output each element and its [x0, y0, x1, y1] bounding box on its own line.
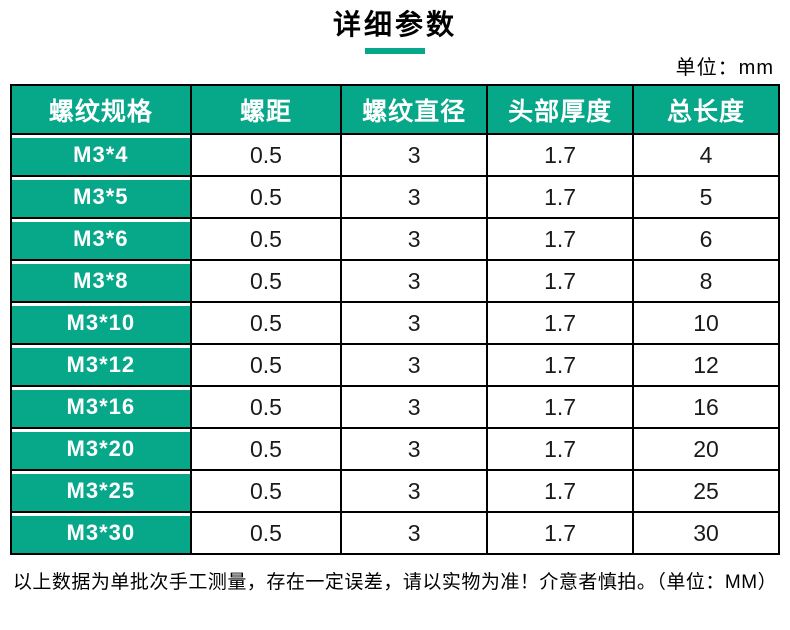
- footer-note: 以上数据为单批次手工测量，存在一定误差，请以实物为准！介意者慎拍。（单位：MM）: [12, 572, 778, 593]
- col-header-thread-spec: 螺纹规格: [10, 84, 192, 135]
- spec-cell: M3*5: [10, 175, 192, 219]
- col-header-total-length: 总长度: [632, 84, 780, 135]
- spec-cell: M3*10: [10, 301, 192, 345]
- spec-cell: M3*30: [10, 511, 192, 555]
- value-cell: 1.7: [486, 511, 635, 555]
- value-cell: 16: [632, 385, 780, 429]
- value-cell: 20: [632, 427, 780, 471]
- value-cell: 1.7: [486, 175, 635, 219]
- value-cell: 10: [632, 301, 780, 345]
- spec-cell: M3*20: [10, 427, 192, 471]
- spec-cell: M3*4: [10, 133, 192, 177]
- table-row: M3*12 0.5 3 1.7 12: [10, 343, 780, 387]
- value-cell: 3: [340, 259, 489, 303]
- table-row: M3*10 0.5 3 1.7 10: [10, 301, 780, 345]
- value-cell: 1.7: [486, 469, 635, 513]
- value-cell: 1.7: [486, 427, 635, 471]
- value-cell: 4: [632, 133, 780, 177]
- spec-cell: M3*16: [10, 385, 192, 429]
- spec-cell: M3*25: [10, 469, 192, 513]
- table-row: M3*16 0.5 3 1.7 16: [10, 385, 780, 429]
- value-cell: 3: [340, 301, 489, 345]
- value-cell: 0.5: [189, 217, 343, 261]
- value-cell: 0.5: [189, 427, 343, 471]
- value-cell: 0.5: [189, 343, 343, 387]
- table-row: M3*6 0.5 3 1.7 6: [10, 217, 780, 261]
- value-cell: 3: [340, 217, 489, 261]
- spec-cell: M3*12: [10, 343, 192, 387]
- value-cell: 30: [632, 511, 780, 555]
- value-cell: 0.5: [189, 385, 343, 429]
- spec-table-body: M3*4 0.5 3 1.7 4 M3*5 0.5 3 1.7 5 M3*6 0.5 3 1.7 6 M3*8…: [10, 133, 780, 555]
- value-cell: 3: [340, 427, 489, 471]
- value-cell: 3: [340, 385, 489, 429]
- value-cell: 5: [632, 175, 780, 219]
- value-cell: 0.5: [189, 511, 343, 555]
- table-row: M3*4 0.5 3 1.7 4: [10, 133, 780, 177]
- unit-label: 单位：mm: [675, 57, 774, 79]
- value-cell: 1.7: [486, 385, 635, 429]
- spec-cell: M3*8: [10, 259, 192, 303]
- col-header-thread-diameter: 螺纹直径: [340, 84, 489, 135]
- table-row: M3*5 0.5 3 1.7 5: [10, 175, 780, 219]
- value-cell: 0.5: [189, 175, 343, 219]
- value-cell: 25: [632, 469, 780, 513]
- value-cell: 0.5: [189, 133, 343, 177]
- value-cell: 1.7: [486, 133, 635, 177]
- table-row: M3*25 0.5 3 1.7 25: [10, 469, 780, 513]
- value-cell: 8: [632, 259, 780, 303]
- value-cell: 1.7: [486, 259, 635, 303]
- table-row: M3*30 0.5 3 1.7 30: [10, 511, 780, 555]
- table-row: M3*20 0.5 3 1.7 20: [10, 427, 780, 471]
- value-cell: 3: [340, 133, 489, 177]
- value-cell: 0.5: [189, 259, 343, 303]
- value-cell: 12: [632, 343, 780, 387]
- value-cell: 6: [632, 217, 780, 261]
- value-cell: 0.5: [189, 469, 343, 513]
- value-cell: 0.5: [189, 301, 343, 345]
- value-cell: 3: [340, 343, 489, 387]
- value-cell: 1.7: [486, 343, 635, 387]
- spec-table: 螺纹规格 螺距 螺纹直径 头部厚度 总长度 M3*4 0.5 3 1.7 4 M3*5 0.…: [10, 84, 780, 555]
- spec-cell: M3*6: [10, 217, 192, 261]
- value-cell: 3: [340, 511, 489, 555]
- col-header-pitch: 螺距: [189, 84, 343, 135]
- title-underline: [365, 48, 425, 54]
- value-cell: 3: [340, 469, 489, 513]
- value-cell: 1.7: [486, 301, 635, 345]
- page-title: 详细参数: [332, 9, 457, 40]
- table-row: M3*8 0.5 3 1.7 8: [10, 259, 780, 303]
- value-cell: 3: [340, 175, 489, 219]
- col-header-head-thickness: 头部厚度: [486, 84, 635, 135]
- value-cell: 1.7: [486, 217, 635, 261]
- table-header-row: 螺纹规格 螺距 螺纹直径 头部厚度 总长度: [10, 84, 780, 135]
